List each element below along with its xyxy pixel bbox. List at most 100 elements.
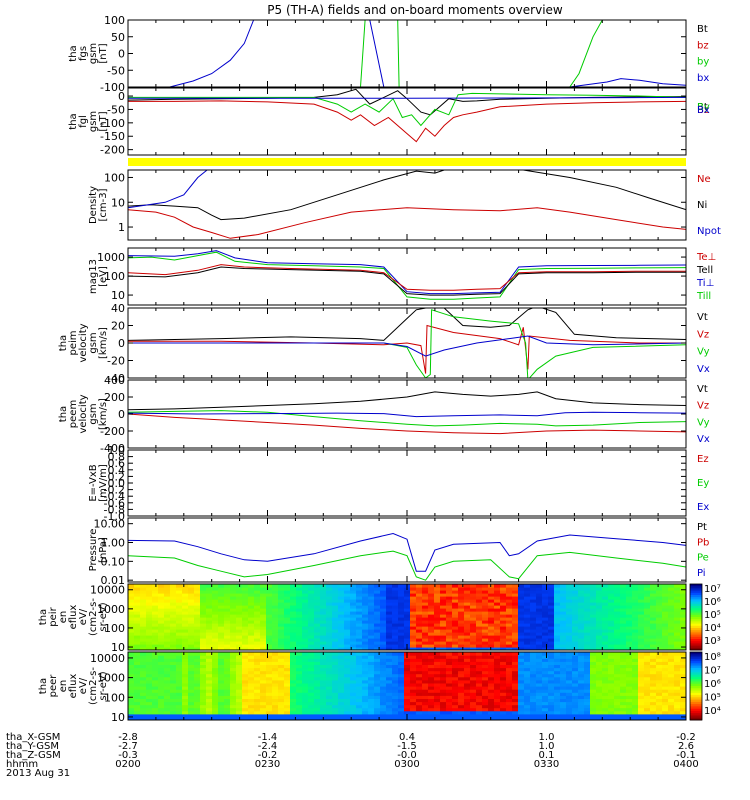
peer-cell	[674, 670, 681, 675]
peer-cell	[146, 689, 153, 693]
peer-cell	[404, 692, 411, 696]
peer-cell	[536, 676, 543, 681]
peer-cell	[572, 673, 579, 678]
peer-cell	[302, 652, 309, 656]
peir-cell	[524, 641, 531, 645]
peir-cell	[668, 593, 675, 597]
peer-cell	[614, 670, 621, 675]
peir-cell	[356, 629, 363, 633]
peir-cell	[452, 611, 459, 615]
peir-cell	[536, 614, 543, 618]
peer-cell	[668, 707, 675, 712]
peer-cell	[476, 661, 483, 665]
peir-cell	[668, 647, 675, 650]
peir-cell	[602, 602, 609, 606]
peer-cell	[242, 704, 249, 709]
peer-cell	[284, 689, 291, 693]
peir-cell	[584, 587, 591, 591]
peer-cell	[434, 716, 441, 720]
peer-cell	[320, 692, 327, 696]
peir-cell	[152, 641, 159, 645]
peir-cell	[596, 635, 603, 639]
peir-cell	[632, 590, 639, 594]
peer-cell	[296, 673, 303, 678]
peer-cell	[314, 655, 321, 659]
peer-cell	[338, 686, 345, 690]
peir-cell	[500, 644, 507, 648]
peer-cell	[398, 698, 405, 703]
peir-cell	[176, 590, 183, 594]
peir-cell	[518, 590, 525, 594]
peer-cell	[560, 713, 567, 718]
temp-legend-Ti⊥: Ti⊥	[696, 278, 714, 289]
peir-cell	[218, 644, 225, 648]
peer-cell	[614, 695, 621, 699]
peir-cell	[206, 590, 213, 594]
pressure-ylabel: [nPa]	[98, 537, 109, 563]
peir-cell	[578, 587, 585, 591]
peer-cell	[242, 676, 249, 681]
peir-cell	[494, 599, 501, 603]
peim-ylabel: peim	[68, 330, 79, 355]
peir-cell	[248, 599, 255, 603]
efield-ytick-label: 0.0	[108, 477, 126, 490]
peir-cell	[494, 596, 501, 600]
peir-cell	[374, 617, 381, 621]
peer-cell	[422, 658, 429, 662]
peer-cell	[386, 667, 393, 672]
peer-cell	[500, 686, 507, 690]
peer-cell	[128, 673, 135, 678]
peer-cell	[362, 698, 369, 703]
peer-cell	[626, 661, 633, 665]
peir-cell	[332, 617, 339, 621]
peir-cell	[320, 623, 327, 627]
peir-cell	[200, 599, 207, 603]
peer-cell	[212, 673, 219, 678]
peir-cell	[590, 605, 597, 609]
peir-cell	[272, 593, 279, 597]
peir-cell	[512, 623, 519, 627]
peer-cell	[218, 689, 225, 693]
peir-cell	[188, 611, 195, 615]
peir-cell	[536, 599, 543, 603]
peer-cell	[326, 658, 333, 662]
peir-cell	[680, 596, 686, 600]
peer-cell	[350, 667, 357, 672]
peir-cell	[260, 599, 267, 603]
peer-cell	[440, 698, 447, 703]
peer-cell	[656, 670, 663, 675]
peer-cell	[152, 667, 159, 672]
peer-cell	[170, 707, 177, 712]
peer-cell	[326, 710, 333, 715]
peir-cell	[590, 641, 597, 645]
peer-cell	[470, 676, 477, 681]
peer-cell	[596, 652, 603, 656]
peir-cell	[248, 617, 255, 621]
peir-cell	[482, 635, 489, 639]
peer-cell	[428, 713, 435, 718]
peir-cell	[200, 587, 207, 591]
peer-cell	[344, 655, 351, 659]
peer-cell	[512, 652, 519, 656]
peer-cell	[398, 655, 405, 659]
peir-cell	[308, 620, 315, 624]
peir-cell	[332, 608, 339, 612]
peir-cell	[494, 593, 501, 597]
peir-cell	[542, 602, 549, 606]
peir-cell	[434, 608, 441, 612]
peir-cell	[302, 617, 309, 621]
peir-cell	[458, 617, 465, 621]
peir-cell	[272, 611, 279, 615]
peir-cell	[146, 587, 153, 591]
peer-cell	[650, 655, 657, 659]
peer-cell	[512, 707, 519, 712]
peir-cell	[554, 623, 561, 627]
peer-cell	[410, 698, 417, 703]
pressure-ytick-label: 0.01	[101, 574, 126, 587]
peir-cell	[218, 647, 225, 650]
peir-cell	[314, 590, 321, 594]
peir-cell	[404, 590, 411, 594]
peir-cell	[530, 644, 537, 648]
peer-cell	[536, 667, 543, 672]
peir-cell	[482, 644, 489, 648]
